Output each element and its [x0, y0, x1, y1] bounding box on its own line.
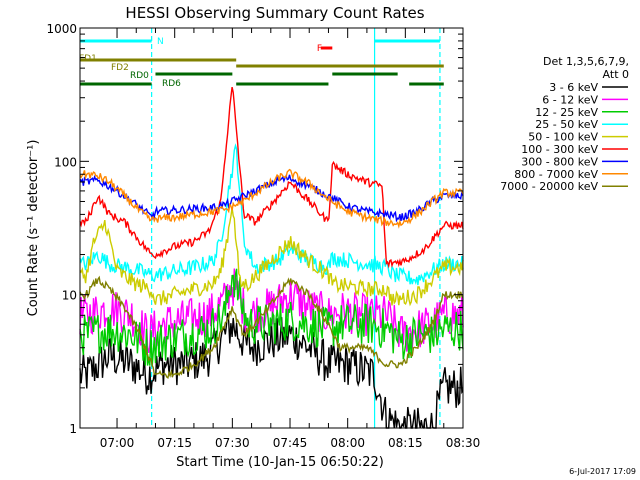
flag-label-5: RD6 [162, 79, 181, 89]
x-tick-label-4: 08:00 [330, 436, 365, 450]
legend-label-7: 800 - 7000 keV [514, 168, 598, 181]
x-tick-label-2: 07:30 [215, 436, 250, 450]
legend-label-3: 25 - 50 keV [535, 118, 598, 131]
y-axis-label: Count Rate (s⁻¹ detector⁻¹) [26, 140, 41, 317]
flag-label-3: FD2 [111, 63, 129, 73]
y-tick-label-3: 1000 [46, 22, 77, 36]
series-lines [79, 86, 464, 430]
series-line-7 [79, 168, 464, 229]
y-tick-label-0: 1 [69, 422, 77, 436]
series-line-2 [79, 268, 464, 367]
x-tick-label-5: 08:15 [388, 436, 423, 450]
series-line-4 [79, 207, 464, 307]
x-tick-label-0: 07:00 [100, 436, 135, 450]
legend-label-2: 12 - 25 keV [535, 106, 598, 119]
flag-label-4: RD0 [130, 71, 149, 81]
legend-title-line1: Det 1,3,5,6,7,9, [543, 55, 629, 68]
legend-label-0: 3 - 6 keV [549, 81, 598, 94]
x-tick-label-1: 07:15 [157, 436, 192, 450]
x-tick-label-6: 08:30 [446, 436, 481, 450]
legend-label-4: 50 - 100 keV [528, 131, 598, 144]
plot-border [79, 27, 464, 429]
y-tick-label-2: 100 [54, 155, 77, 169]
legend-title-line2: Att 0 [603, 68, 629, 81]
x-tick-label-3: 07:45 [273, 436, 308, 450]
flag-label-2: FD1 [79, 54, 97, 64]
legend-label-5: 100 - 300 keV [521, 143, 598, 156]
flag-label-1: F [317, 44, 322, 54]
series-line-1 [79, 268, 464, 353]
legend-label-1: 6 - 12 keV [542, 93, 598, 106]
series-line-3 [79, 143, 464, 286]
flag-label-0: N [157, 37, 164, 47]
chart-title: HESSI Observing Summary Count Rates [125, 4, 424, 22]
y-tick-label-1: 10 [62, 289, 77, 303]
timestamp: 6-Jul-2017 17:09 [569, 467, 636, 476]
series-line-5 [79, 86, 464, 269]
legend-label-8: 7000 - 20000 keV [500, 180, 598, 193]
plot-frame: 1 10 100 1000 07:00 07:15 07:30 07:45 08:00 08:15… [46, 22, 480, 450]
series-line-8 [79, 275, 464, 380]
legend-label-6: 300 - 800 keV [521, 155, 598, 168]
x-axis-label: Start Time (10-Jan-15 06:50:22) [176, 455, 384, 470]
